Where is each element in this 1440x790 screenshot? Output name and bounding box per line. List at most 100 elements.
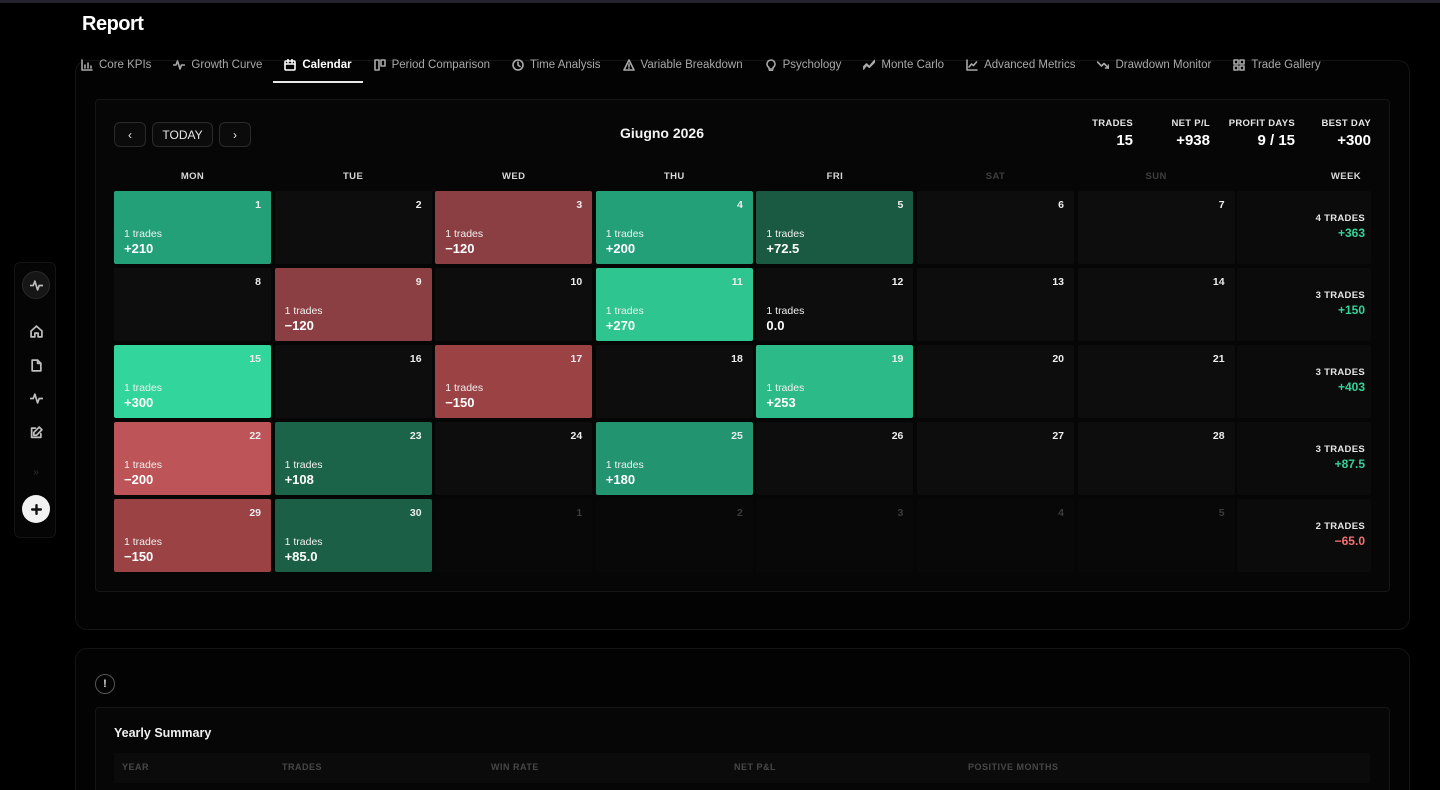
bar-chart-icon	[81, 59, 93, 71]
calendar-day-cell[interactable]: 20	[917, 345, 1074, 418]
column-header-year: YEAR	[122, 762, 150, 772]
tab-label: Drawdown Monitor	[1115, 59, 1212, 71]
calendar-day-cell[interactable]: 8	[114, 268, 271, 341]
calendar-day-cell[interactable]: 29 1 trades −150	[114, 499, 271, 572]
day-number: 1	[255, 199, 261, 211]
page-title: Report	[82, 13, 144, 35]
day-pl-value: −120	[284, 318, 314, 333]
calendar-day-cell[interactable]: 30 1 trades +85.0	[274, 499, 432, 572]
home-button[interactable]	[22, 317, 50, 345]
day-number: 12	[891, 276, 904, 288]
day-pl-value: +72.5	[766, 241, 800, 256]
day-number: 2	[736, 507, 743, 519]
calendar-day-cell[interactable]: 15 1 trades +300	[114, 345, 271, 418]
calendar-day-cell[interactable]: 23 1 trades +108	[274, 422, 432, 495]
tab-label: Advanced Metrics	[984, 59, 1076, 71]
day-pl-value: +253	[766, 395, 796, 410]
triangle-icon	[622, 59, 635, 71]
calendar-day-cell[interactable]: 17 1 trades −150	[435, 345, 593, 418]
tab-label: Core KPIs	[99, 59, 152, 71]
edit-button[interactable]	[22, 418, 50, 446]
calendar-day-cell[interactable]: 2	[274, 191, 432, 264]
file-icon	[30, 358, 42, 372]
day-pl-value: −150	[445, 395, 475, 410]
calendar-day-cell[interactable]: 11 1 trades +270	[595, 268, 753, 341]
calendar-day-cell[interactable]: 18	[595, 345, 753, 418]
tab-label: Psychology	[782, 59, 842, 71]
file-button[interactable]	[22, 351, 50, 379]
calendar-day-cell[interactable]: 3 1 trades −120	[435, 191, 593, 264]
next-month-button[interactable]: ›	[219, 122, 251, 147]
calendar-day-cell[interactable]: 2	[595, 499, 753, 572]
day-trade-count: 1 trades	[605, 459, 644, 471]
day-trade-count: 1 trades	[766, 305, 805, 317]
info-icon[interactable]: !	[95, 674, 115, 694]
day-number: 23	[409, 430, 422, 442]
activity-button[interactable]	[22, 384, 50, 412]
calendar-day-cell[interactable]: 9 1 trades −120	[274, 268, 432, 341]
tab-drawdown-monitor[interactable]: Drawdown Monitor	[1086, 47, 1222, 83]
calendar-day-cell[interactable]: 21	[1077, 345, 1235, 418]
day-number: 20	[1052, 353, 1064, 365]
stat-label: NET P/L	[1171, 118, 1210, 129]
calendar-day-cell[interactable]: 22 1 trades −200	[114, 422, 271, 495]
day-number: 6	[1058, 199, 1064, 211]
tab-calendar[interactable]: Calendar	[273, 47, 363, 83]
calendar-day-cell[interactable]: 6	[917, 191, 1074, 264]
calendar-day-cell[interactable]: 19 1 trades +253	[756, 345, 914, 418]
calendar-day-cell[interactable]: 1 1 trades +210	[114, 191, 271, 264]
tab-variable-breakdown[interactable]: Variable Breakdown	[612, 47, 754, 83]
tab-time-analysis[interactable]: Time Analysis	[501, 47, 612, 83]
day-number: 8	[255, 276, 261, 288]
day-number: 27	[1052, 430, 1064, 442]
tab-period-comparison[interactable]: Period Comparison	[363, 47, 501, 83]
week-summary-cell: 3 TRADES +403	[1237, 345, 1371, 418]
calendar-day-cell[interactable]: 1	[435, 499, 593, 572]
day-trade-count: 1 trades	[124, 228, 162, 240]
day-pl-value: +270	[605, 318, 636, 333]
calendar-day-cell[interactable]: 16	[274, 345, 432, 418]
line-chart-icon	[966, 59, 978, 71]
pulse-button[interactable]	[22, 271, 50, 299]
calendar-day-cell[interactable]: 27	[917, 422, 1074, 495]
day-pl-value: +300	[124, 395, 154, 410]
calendar-day-cell[interactable]: 5	[1077, 499, 1235, 572]
calendar-day-cell[interactable]: 13	[917, 268, 1074, 341]
day-pl-value: −150	[124, 549, 154, 564]
trend-down-icon	[1097, 61, 1110, 69]
week-pl-value: +403	[1337, 380, 1365, 394]
yearly-summary-title: Yearly Summary	[114, 726, 212, 740]
tab-advanced-metrics[interactable]: Advanced Metrics	[955, 47, 1086, 83]
tab-core-kpis[interactable]: Core KPIs	[70, 47, 162, 83]
tab-monte-carlo[interactable]: Monte Carlo	[852, 47, 955, 83]
stat-value: +938	[1176, 132, 1210, 149]
calendar-day-cell[interactable]: 25 1 trades +180	[595, 422, 753, 495]
calendar-day-cell[interactable]: 10	[435, 268, 593, 341]
calendar-day-cell[interactable]: 12 1 trades 0.0	[756, 268, 914, 341]
calendar-day-cell[interactable]: 3	[756, 499, 914, 572]
stat-label: PROFIT DAYS	[1228, 118, 1295, 129]
collapse-chevron-icon[interactable]: »	[33, 467, 39, 478]
day-number: 25	[731, 430, 743, 442]
window-top-line	[0, 0, 1440, 3]
columns-icon	[373, 59, 386, 71]
activity-icon	[29, 392, 43, 404]
calendar-day-cell[interactable]: 26	[756, 422, 914, 495]
calendar-day-cell[interactable]: 24	[435, 422, 593, 495]
day-number: 24	[570, 430, 583, 442]
day-number: 26	[891, 430, 904, 442]
calendar-day-cell[interactable]: 4 1 trades +200	[595, 191, 753, 264]
tab-psychology[interactable]: Psychology	[754, 47, 853, 83]
calendar-day-cell[interactable]: 28	[1077, 422, 1235, 495]
calendar-day-cell[interactable]: 7	[1077, 191, 1235, 264]
tab-growth-curve[interactable]: Growth Curve	[162, 47, 273, 83]
calendar-day-cell[interactable]: 4	[917, 499, 1074, 572]
add-button[interactable]	[22, 495, 50, 523]
calendar-day-cell[interactable]: 5 1 trades +72.5	[756, 191, 914, 264]
today-button[interactable]: TODAY	[152, 122, 213, 147]
prev-month-button[interactable]: ‹	[114, 122, 146, 147]
tab-trade-gallery[interactable]: Trade Gallery	[1222, 47, 1331, 83]
week-trade-count: 3 TRADES	[1315, 290, 1365, 301]
weekday-fri: FRI	[826, 171, 844, 182]
calendar-day-cell[interactable]: 14	[1077, 268, 1235, 341]
